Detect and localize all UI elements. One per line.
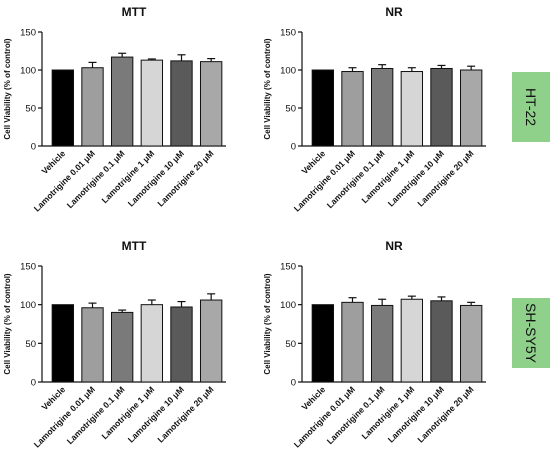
cell-line-tag-ht22: HT-22 xyxy=(512,72,550,142)
chart-title: NR xyxy=(385,5,403,19)
bar xyxy=(341,71,364,147)
y-tick-label: 50 xyxy=(25,104,36,115)
y-tick-label: 100 xyxy=(20,66,36,77)
bar xyxy=(199,299,223,383)
category-label: Lamotrigine 20 μM xyxy=(415,148,475,208)
bar xyxy=(430,300,453,383)
bar xyxy=(140,59,164,147)
category-label: Lamotrigine 1 μM xyxy=(99,148,156,205)
y-tick-label: 150 xyxy=(20,262,36,273)
bar xyxy=(81,307,104,383)
category-label: Lamotrigine 1 μM xyxy=(99,384,156,441)
bar xyxy=(81,67,104,147)
y-tick-label: 150 xyxy=(20,28,36,39)
bar xyxy=(430,67,453,147)
bar xyxy=(199,61,223,147)
bar xyxy=(140,304,164,383)
y-tick-label: 50 xyxy=(285,339,296,350)
y-tick-label: 150 xyxy=(280,262,296,273)
category-label: Lamotrigine 20 μM xyxy=(155,148,215,208)
chart-panel-1: NR 0 50 100 150 Cell Viability (% of control)… xyxy=(263,5,486,214)
bar xyxy=(170,306,193,383)
cell-line-tag-shsy5y: SH-SY5Y xyxy=(512,298,550,368)
category-label: Vehicle xyxy=(299,384,327,412)
y-tick-label: 0 xyxy=(291,142,296,153)
y-tick-label: 0 xyxy=(291,378,296,389)
chart-title: MTT xyxy=(122,5,147,19)
cell-line-label: HT-22 xyxy=(523,87,539,127)
category-label: Lamotrigine 10 μM xyxy=(126,148,186,208)
y-axis-label: Cell Viability (% of control) xyxy=(263,273,272,375)
bar xyxy=(370,304,394,383)
category-label: Lamotrigine 10 μM xyxy=(386,384,446,444)
chart-title: MTT xyxy=(122,239,147,253)
y-axis-label: Cell Viability (% of control) xyxy=(3,38,12,140)
y-tick-label: 50 xyxy=(25,339,36,350)
y-axis-label: Cell Viability (% of control) xyxy=(3,273,12,375)
cell-line-label: SH-SY5Y xyxy=(523,303,540,363)
bar xyxy=(51,304,75,383)
category-label: Lamotrigine 10 μM xyxy=(386,148,446,208)
category-label: Vehicle xyxy=(39,148,67,176)
bar xyxy=(170,60,193,147)
category-label: Lamotrigine 20 μM xyxy=(155,384,215,444)
bar xyxy=(110,56,134,147)
bar xyxy=(459,304,483,383)
bar xyxy=(110,311,134,383)
bar xyxy=(370,67,394,147)
y-axis-label: Cell Viability (% of control) xyxy=(263,38,272,140)
bar xyxy=(311,69,335,147)
y-tick-label: 100 xyxy=(280,66,296,77)
bar xyxy=(400,298,424,383)
bar xyxy=(400,71,424,147)
chart-title: NR xyxy=(385,239,403,253)
category-label: Lamotrigine 10 μM xyxy=(126,384,186,444)
chart-panel-2: MTT 0 50 100 150 Cell Viability (% of control… xyxy=(3,239,226,450)
y-tick-label: 100 xyxy=(280,300,296,311)
category-label: Lamotrigine 1 μM xyxy=(359,384,416,441)
y-tick-label: 50 xyxy=(285,104,296,115)
category-label: Vehicle xyxy=(39,384,67,412)
category-label: Lamotrigine 20 μM xyxy=(415,384,475,444)
y-tick-label: 150 xyxy=(280,28,296,39)
bar xyxy=(51,69,75,147)
category-label: Vehicle xyxy=(299,148,327,176)
bar xyxy=(459,69,483,147)
bar xyxy=(311,304,335,383)
chart-panel-0: MTT 0 50 100 150 Cell Viability (% of control… xyxy=(3,5,226,214)
y-tick-label: 100 xyxy=(20,300,36,311)
category-label: Lamotrigine 1 μM xyxy=(359,148,416,205)
y-tick-label: 0 xyxy=(31,378,36,389)
bar xyxy=(341,301,364,383)
chart-panel-3: NR 0 50 100 150 Cell Viability (% of control)… xyxy=(263,239,486,450)
y-tick-label: 0 xyxy=(31,142,36,153)
